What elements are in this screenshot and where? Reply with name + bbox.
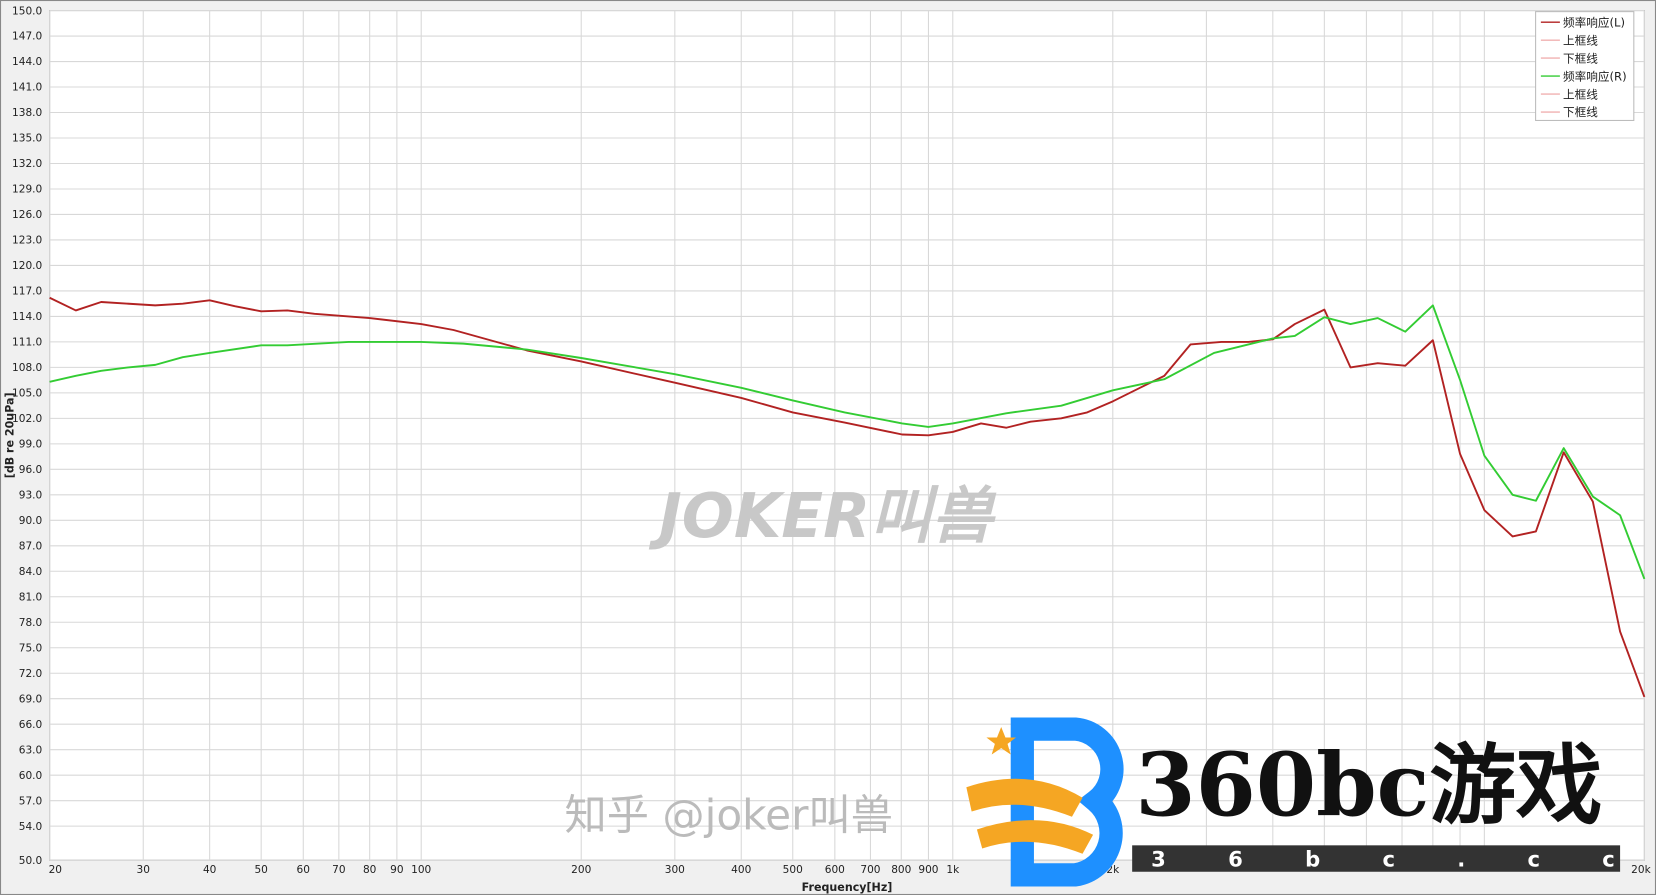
x-tick-label: 700 <box>860 864 880 876</box>
y-axis-label: [dB re 20uPa] <box>4 392 17 478</box>
plot-area <box>49 10 1645 861</box>
x-tick-label: 100 <box>411 864 431 876</box>
series-lines <box>49 296 1646 698</box>
x-tick-label: 60 <box>297 864 311 876</box>
x-tick-label: 30 <box>137 864 151 876</box>
x-tick-label: 70 <box>332 864 346 876</box>
y-tick-label: 126.0 <box>12 209 42 221</box>
y-tick-label: 75.0 <box>19 642 43 654</box>
x-tick-label: 800 <box>891 864 911 876</box>
site-url: 3 6 b c . c c <box>1151 846 1642 871</box>
y-tick-label: 99.0 <box>19 439 43 451</box>
y-tick-label: 141.0 <box>12 82 42 94</box>
x-tick-label: 90 <box>390 864 404 876</box>
y-axis-ticks: 150.0 147.0 144.0 141.0 138.0 135.0 132.0 129.0… <box>12 5 42 867</box>
x-tick-label: 500 <box>783 864 803 876</box>
legend-label: 下框线 <box>1563 51 1598 65</box>
x-axis-label: Frequency[Hz] <box>802 881 893 894</box>
y-tick-label: 66.0 <box>19 719 43 731</box>
y-tick-label: 105.0 <box>12 388 42 400</box>
y-tick-label: 90.0 <box>19 515 43 527</box>
y-tick-label: 78.0 <box>19 617 43 629</box>
legend-label: 上框线 <box>1563 87 1598 101</box>
x-tick-label: 20k <box>1631 864 1651 876</box>
site-name: 360bc游戏 <box>1135 736 1602 837</box>
y-tick-label: 129.0 <box>12 184 42 196</box>
y-tick-label: 132.0 <box>12 158 42 170</box>
x-tick-label: 400 <box>731 864 751 876</box>
y-tick-label: 102.0 <box>12 413 42 425</box>
x-tick-label: 50 <box>254 864 268 876</box>
legend-label: 频率响应(L) <box>1563 15 1625 29</box>
x-tick-label: 200 <box>571 864 591 876</box>
y-tick-label: 63.0 <box>19 744 43 756</box>
legend-label: 上框线 <box>1563 33 1598 47</box>
x-axis-ticks: 20 30 40 50 60 70 80 90 100 200 300 400 500 600 700 800… <box>49 864 1652 876</box>
y-tick-label: 150.0 <box>12 5 42 17</box>
y-tick-label: 144.0 <box>12 56 42 68</box>
y-tick-label: 60.0 <box>19 770 43 782</box>
y-tick-label: 135.0 <box>12 133 42 145</box>
y-tick-label: 120.0 <box>12 260 42 272</box>
gridlines <box>49 10 1645 861</box>
y-tick-label: 72.0 <box>19 668 43 680</box>
y-tick-label: 87.0 <box>19 540 43 552</box>
y-tick-label: 69.0 <box>19 693 43 705</box>
y-tick-label: 111.0 <box>12 337 42 349</box>
x-tick-label: 20 <box>49 864 63 876</box>
y-tick-label: 96.0 <box>19 464 43 476</box>
y-tick-label: 117.0 <box>12 286 42 298</box>
x-tick-label: 80 <box>363 864 377 876</box>
x-tick-label: 300 <box>665 864 685 876</box>
series-line-right <box>49 304 1646 580</box>
y-tick-label: 147.0 <box>12 31 42 43</box>
y-tick-label: 50.0 <box>19 855 43 867</box>
y-tick-label: 81.0 <box>19 591 43 603</box>
watermark-joker: JOKER叫兽 <box>648 481 997 552</box>
y-tick-label: 57.0 <box>19 795 43 807</box>
y-tick-label: 84.0 <box>19 566 43 578</box>
series-line-left <box>49 296 1646 698</box>
site-watermark: 知乎 @joker叫兽 360bc游戏 3 6 b c . c c <box>564 717 1642 887</box>
y-tick-label: 108.0 <box>12 362 42 374</box>
legend-label: 下框线 <box>1563 105 1598 119</box>
y-tick-label: 93.0 <box>19 490 43 502</box>
site-logo-icon <box>966 717 1124 887</box>
x-tick-label: 900 <box>918 864 938 876</box>
y-tick-label: 123.0 <box>12 235 42 247</box>
legend-label: 频率响应(R) <box>1563 69 1627 83</box>
y-tick-label: 138.0 <box>12 107 42 119</box>
x-tick-label: 600 <box>825 864 845 876</box>
watermark-zhihu: 知乎 @joker叫兽 <box>564 790 893 839</box>
x-tick-label: 40 <box>203 864 217 876</box>
y-tick-label: 114.0 <box>12 311 42 323</box>
x-tick-label: 1k <box>946 864 960 876</box>
y-tick-label: 54.0 <box>19 821 43 833</box>
